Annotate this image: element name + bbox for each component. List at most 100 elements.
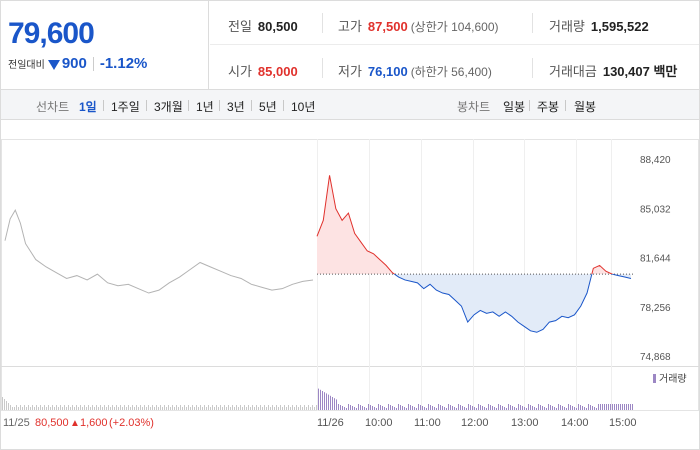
- volume-bar: [286, 407, 287, 410]
- volume-bar: [350, 405, 351, 410]
- volume-bar: [578, 404, 579, 410]
- volume-bar: [498, 404, 499, 410]
- volume-bar: [64, 405, 65, 410]
- x-tick-label: 10:00: [365, 417, 393, 429]
- volume-bar: [220, 405, 221, 410]
- volume-bar: [418, 404, 419, 410]
- amount-value: 130,407 백만: [602, 64, 678, 79]
- tab-daily-candle[interactable]: 일봉: [503, 100, 526, 114]
- volume-bar: [42, 407, 43, 410]
- candle-chart-label: 봉차트: [457, 100, 491, 114]
- volume-bar: [200, 405, 201, 410]
- volume-bar: [464, 407, 465, 410]
- volume-bar: [554, 407, 555, 410]
- volume-bar: [128, 405, 129, 410]
- volume-bar: [406, 408, 407, 410]
- divider: [532, 58, 533, 78]
- volume-bar: [76, 405, 77, 410]
- tab-weekly-candle[interactable]: 주봉: [537, 100, 560, 114]
- volume-bar: [232, 405, 233, 410]
- volume-bar: [152, 405, 153, 410]
- volume-bar: [572, 406, 573, 410]
- volume-bar: [586, 408, 587, 410]
- volume-bar: [518, 404, 519, 410]
- volume-bar: [182, 407, 183, 410]
- volume-bar: [532, 406, 533, 410]
- volume-bar: [62, 407, 63, 410]
- prev-close-value: 80,500: [257, 19, 298, 34]
- volume-bar: [104, 405, 105, 410]
- volume-bar: [310, 407, 311, 410]
- volume-bar: [50, 407, 51, 410]
- volume-bar: [18, 407, 19, 410]
- volume-bar: [172, 405, 173, 410]
- high-stat: 고가 87,500 (상한가 104,600): [338, 16, 499, 35]
- volume-bar: [416, 408, 417, 410]
- amount-label: 거래대금: [549, 64, 597, 79]
- volume-bar: [552, 406, 553, 410]
- volume-bar: [624, 404, 625, 410]
- volume-bar: [422, 406, 423, 410]
- tab-1-week[interactable]: 1주일: [111, 100, 140, 114]
- volume-bar: [332, 397, 333, 410]
- volume-bar: [536, 408, 537, 410]
- volume-bar: [282, 407, 283, 410]
- tab-1-day[interactable]: 1일: [79, 100, 97, 114]
- volume-bar: [514, 407, 515, 410]
- volume-bar: [512, 406, 513, 410]
- volume-bar: [316, 405, 317, 410]
- volume-bar: [184, 405, 185, 410]
- volume-bar: [126, 407, 127, 410]
- volume-bar: [430, 405, 431, 410]
- tab-monthly-candle[interactable]: 월봉: [574, 100, 597, 114]
- tab-10-years[interactable]: 10년: [291, 100, 316, 114]
- volume-bar: [610, 404, 611, 410]
- change-value: 900: [61, 55, 87, 72]
- volume-bar: [530, 405, 531, 410]
- low-stat: 저가 76,100 (하한가 56,400): [338, 61, 492, 80]
- tab-3-years[interactable]: 3년: [227, 100, 245, 114]
- volume-bar: [378, 404, 379, 410]
- volume-bar: [24, 405, 25, 410]
- volume-bar: [242, 407, 243, 410]
- volume-bar: [342, 406, 343, 410]
- volume-bar: [374, 407, 375, 410]
- volume-bar: [540, 405, 541, 410]
- volume-bar: [166, 407, 167, 410]
- volume-bar: [170, 407, 171, 410]
- volume-bar: [214, 407, 215, 410]
- volume-bar: [376, 408, 377, 410]
- prev-day-close: 80,500: [35, 417, 69, 429]
- volume-bar: [362, 406, 363, 410]
- current-price: 79,600: [8, 17, 95, 50]
- volume-bar: [428, 404, 429, 410]
- volume-bar: [54, 407, 55, 410]
- divider: [188, 100, 189, 111]
- prev-day-rate: (+2.03%): [109, 417, 154, 429]
- tab-3-months[interactable]: 3개월: [154, 100, 183, 114]
- volume-bar: [122, 407, 123, 410]
- volume-bar: [330, 395, 331, 410]
- divider: [251, 100, 252, 111]
- volume-bar: [344, 407, 345, 410]
- volume-bar: [566, 408, 567, 410]
- volume-bar: [270, 407, 271, 410]
- volume-bar: [236, 405, 237, 410]
- tab-1-year[interactable]: 1년: [196, 100, 214, 114]
- volume-bar: [450, 405, 451, 410]
- tab-5-years[interactable]: 5년: [259, 100, 277, 114]
- volume-bar: [490, 405, 491, 410]
- volume-bar: [534, 407, 535, 410]
- volume-bar: [340, 405, 341, 410]
- volume-bar: [28, 405, 29, 410]
- volume-bar: [356, 408, 357, 410]
- volume-bar: [138, 407, 139, 410]
- volume-bar: [370, 405, 371, 410]
- volume-bar: [218, 407, 219, 410]
- today-line-down-segment: [393, 274, 632, 333]
- volume-bar: [114, 407, 115, 410]
- prev-close-label: 전일: [228, 19, 252, 34]
- volume-bar: [612, 404, 613, 410]
- volume-bar: [192, 405, 193, 410]
